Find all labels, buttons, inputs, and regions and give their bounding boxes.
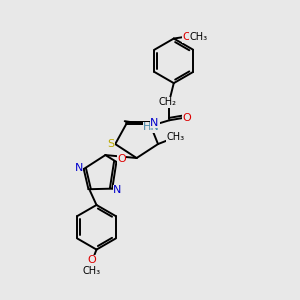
Text: N: N [113, 185, 122, 195]
Text: HN: HN [143, 122, 160, 132]
Text: N: N [150, 118, 159, 128]
Text: CH₃: CH₃ [189, 32, 208, 42]
Text: O: O [182, 32, 191, 42]
Text: O: O [117, 154, 126, 164]
Text: CH₂: CH₂ [159, 98, 177, 107]
Text: O: O [183, 113, 191, 123]
Text: CH₃: CH₃ [167, 132, 185, 142]
Text: O: O [87, 255, 96, 265]
Text: N: N [74, 163, 83, 172]
Text: S: S [107, 139, 114, 149]
Text: CH₃: CH₃ [82, 266, 100, 276]
